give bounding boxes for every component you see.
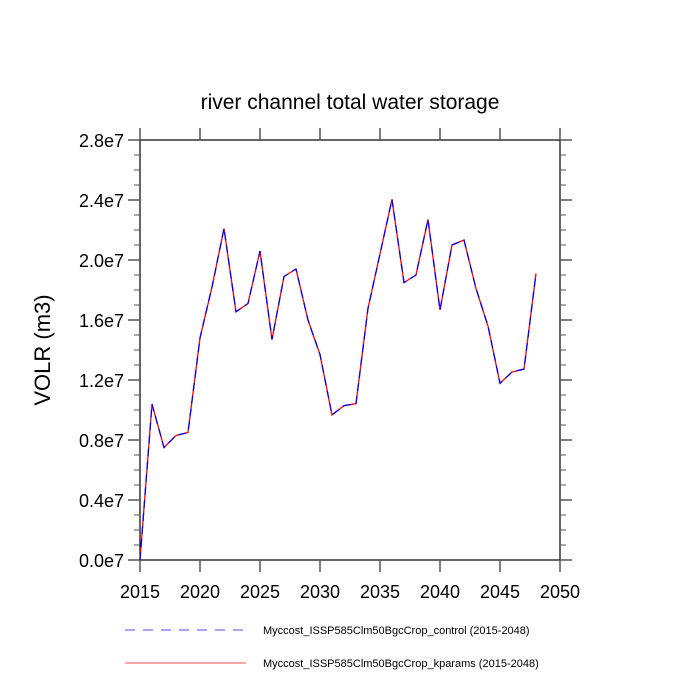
- x-tick-label: 2035: [360, 582, 400, 602]
- plot-frame: [139, 139, 561, 561]
- x-tick-label: 2020: [180, 582, 220, 602]
- y-tick-label: 2.8e7: [79, 131, 124, 151]
- series-group: [139, 199, 537, 561]
- x-tick-label: 2015: [120, 582, 160, 602]
- x-tick-label: 2045: [480, 582, 520, 602]
- y-tick-label: 2.4e7: [79, 191, 124, 211]
- x-tick-label: 2030: [300, 582, 340, 602]
- x-tick-label: 2050: [540, 582, 580, 602]
- series-line-control: [139, 199, 537, 561]
- axes: 0.0e7 0.4e7 0.8e7 1.2e7 1.6e7 2.0e7 2.4e7 2.8e7…: [79, 128, 580, 602]
- x-tick-label: 2040: [420, 582, 460, 602]
- y-axis-label: VOLR (m3): [30, 294, 55, 405]
- legend-label: Myccost_ISSP585Clm50BgcCrop_control (201…: [263, 625, 530, 637]
- legend-label: Myccost_ISSP585Clm50BgcCrop_kparams (201…: [263, 658, 539, 670]
- legend: Myccost_ISSP585Clm50BgcCrop_control (201…: [125, 625, 539, 670]
- y-tick-label: 0.4e7: [79, 491, 124, 511]
- y-tick-label: 0.8e7: [79, 431, 124, 451]
- series-line-kparams: [139, 199, 537, 561]
- y-tick-label: 1.6e7: [79, 311, 124, 331]
- chart-title: river channel total water storage: [201, 91, 500, 114]
- y-tick-label: 2.0e7: [79, 251, 124, 271]
- y-tick-label: 1.2e7: [79, 371, 124, 391]
- x-tick-label: 2025: [240, 582, 280, 602]
- y-tick-label: 0.0e7: [79, 551, 124, 571]
